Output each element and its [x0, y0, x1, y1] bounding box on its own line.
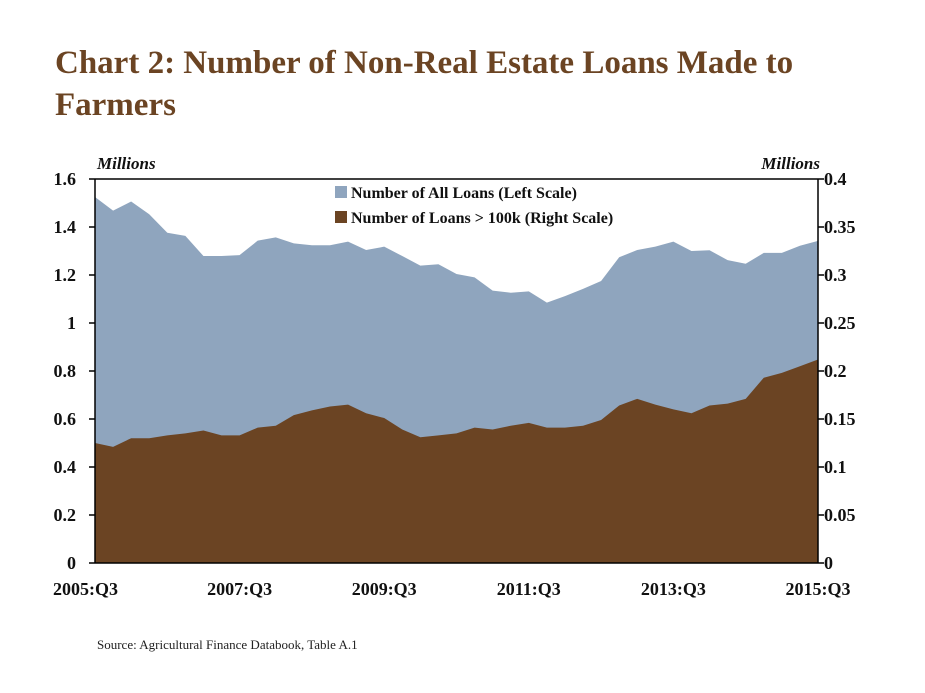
legend-label: Number of All Loans (Left Scale): [351, 185, 577, 202]
left-tick-label: 1: [67, 313, 76, 333]
legend-label: Number of Loans > 100k (Right Scale): [351, 210, 613, 227]
x-tick-label: 2009:Q3: [352, 579, 417, 599]
left-tick-label: 0.4: [54, 457, 77, 477]
x-tick-label: 2005:Q3: [53, 579, 118, 599]
legend-swatch: [335, 186, 347, 198]
right-tick-label: 0.05: [824, 505, 856, 525]
right-tick-label: 0.15: [824, 409, 856, 429]
right-tick-label: 0.25: [824, 313, 856, 333]
left-tick-label: 1.2: [54, 265, 77, 285]
right-tick-label: 0.1: [824, 457, 847, 477]
source-note: Source: Agricultural Finance Databook, T…: [97, 637, 358, 652]
right-tick-label: 0.4: [824, 169, 847, 189]
left-tick-label: 0.2: [54, 505, 77, 525]
left-tick-label: 0.6: [54, 409, 77, 429]
right-axis-unit: Millions: [760, 154, 820, 173]
right-tick-label: 0.2: [824, 361, 847, 381]
x-tick-label: 2015:Q3: [786, 579, 851, 599]
x-tick-label: 2013:Q3: [641, 579, 706, 599]
right-tick-label: 0.35: [824, 217, 856, 237]
chart-title: Chart 2: Number of Non-Real Estate Loans…: [55, 45, 794, 123]
legend-swatch: [335, 211, 347, 223]
right-tick-label: 0.3: [824, 265, 847, 285]
left-tick-label: 0.8: [54, 361, 77, 381]
right-tick-label: 0: [824, 553, 833, 573]
area-series-1: [95, 359, 818, 563]
left-tick-label: 0: [67, 553, 76, 573]
x-tick-label: 2011:Q3: [497, 579, 561, 599]
left-tick-label: 1.4: [54, 217, 77, 237]
left-axis-unit: Millions: [96, 154, 156, 173]
x-tick-label: 2007:Q3: [207, 579, 272, 599]
left-tick-label: 1.6: [54, 169, 77, 189]
